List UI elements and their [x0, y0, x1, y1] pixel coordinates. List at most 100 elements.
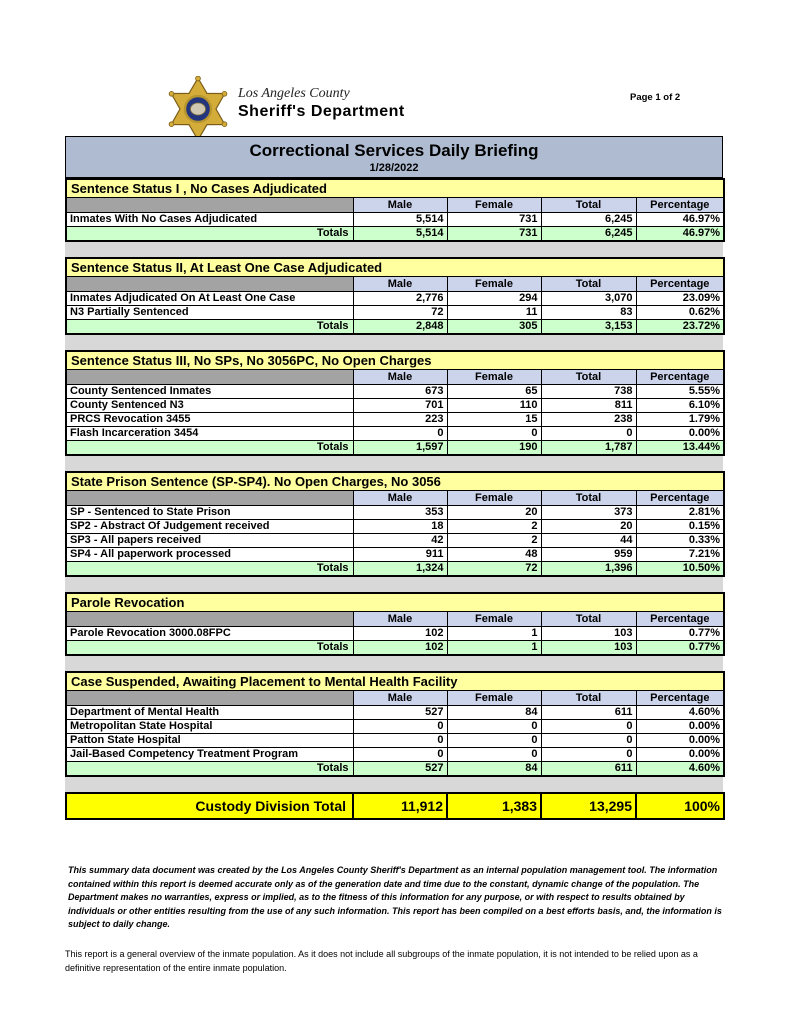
column-header-total: Total: [540, 610, 637, 627]
column-header-row: Male Female Total Percentage: [65, 489, 725, 506]
totals-male: 5,514: [352, 225, 448, 242]
row-label: Inmates Adjudicated On At Least One Case: [65, 290, 354, 306]
cell-total: 103: [540, 625, 637, 641]
table-row: Jail-Based Competency Treatment Program …: [65, 746, 725, 762]
cell-total: 238: [540, 411, 637, 427]
totals-female: 1: [446, 639, 542, 656]
cell-percentage: 0.77%: [635, 625, 725, 641]
cell-male: 223: [352, 411, 448, 427]
section-spacer: [65, 456, 723, 471]
totals-male: 1,324: [352, 560, 448, 577]
row-label: Inmates With No Cases Adjudicated: [65, 211, 354, 227]
section-title: State Prison Sentence (SP-SP4). No Open …: [65, 471, 725, 491]
totals-total: 6,245: [540, 225, 637, 242]
disclaimer-text: This summary data document was created b…: [68, 865, 722, 929]
table-sentence-status-3: Sentence Status III, No SPs, No 3056PC, …: [65, 350, 726, 456]
table-row: SP2 - Abstract Of Judgement received 18 …: [65, 518, 725, 534]
cell-percentage: 1.79%: [635, 411, 725, 427]
cell-percentage: 23.09%: [635, 290, 725, 306]
cell-total: 6,245: [540, 211, 637, 227]
totals-male: 102: [352, 639, 448, 656]
cell-percentage: 4.60%: [635, 704, 725, 720]
sheriff-star-icon: [166, 75, 230, 143]
cell-total: 0: [540, 746, 637, 762]
section-spacer: [65, 242, 723, 257]
cell-female: 20: [446, 504, 542, 520]
table-parole-revocation: Parole Revocation Male Female Total Perc…: [65, 592, 726, 656]
cell-female: 0: [446, 746, 542, 762]
table-row: Inmates Adjudicated On At Least One Case…: [65, 290, 725, 306]
grand-total-label: Custody Division Total: [65, 792, 354, 820]
section-spacer: [65, 656, 723, 671]
table-row: SP4 - All paperwork processed 911 48 959…: [65, 546, 725, 562]
column-header-female: Female: [446, 489, 542, 506]
column-header-male: Male: [352, 489, 448, 506]
column-header-spacer: [65, 275, 354, 292]
column-header-spacer: [65, 196, 354, 213]
cell-total: 44: [540, 532, 637, 548]
cell-total: 611: [540, 704, 637, 720]
table-row: County Sentenced N3 701 110 811 6.10%: [65, 397, 725, 413]
cell-total: 20: [540, 518, 637, 534]
grand-total-total: 13,295: [540, 792, 637, 820]
column-header-row: Male Female Total Percentage: [65, 689, 725, 706]
totals-percentage: 10.50%: [635, 560, 725, 577]
column-header-percentage: Percentage: [635, 368, 725, 385]
totals-female: 72: [446, 560, 542, 577]
column-header-female: Female: [446, 368, 542, 385]
overview-note-text: This report is a general overview of the…: [65, 949, 698, 973]
custody-division-total-row: Custody Division Total 11,912 1,383 13,2…: [65, 792, 725, 820]
totals-row: Totals 1,597 190 1,787 13.44%: [65, 439, 725, 456]
cell-male: 42: [352, 532, 448, 548]
table-row: N3 Partially Sentenced 72 11 83 0.62%: [65, 304, 725, 320]
table-row: Parole Revocation 3000.08FPC 102 1 103 0…: [65, 625, 725, 641]
cell-male: 911: [352, 546, 448, 562]
report-date: 1/28/2022: [369, 162, 419, 174]
grand-total-female: 1,383: [446, 792, 542, 820]
page-indicator: Page 1 of 2: [630, 92, 681, 103]
grand-total-percentage: 100%: [635, 792, 725, 820]
column-header-female: Female: [446, 610, 542, 627]
cell-percentage: 2.81%: [635, 504, 725, 520]
totals-label: Totals: [65, 318, 354, 335]
totals-row: Totals 1,324 72 1,396 10.50%: [65, 560, 725, 577]
cell-percentage: 0.00%: [635, 718, 725, 734]
totals-label: Totals: [65, 639, 354, 656]
totals-row: Totals 102 1 103 0.77%: [65, 639, 725, 656]
column-header-percentage: Percentage: [635, 275, 725, 292]
cell-female: 15: [446, 411, 542, 427]
table-row: Flash Incarceration 3454 0 0 0 0.00%: [65, 425, 725, 441]
cell-female: 11: [446, 304, 542, 320]
row-label: Metropolitan State Hospital: [65, 718, 354, 734]
column-header-female: Female: [446, 275, 542, 292]
totals-row: Totals 5,514 731 6,245 46.97%: [65, 225, 725, 242]
cell-percentage: 0.00%: [635, 746, 725, 762]
report-title-bar: Correctional Services Daily Briefing 1/2…: [65, 136, 723, 178]
totals-percentage: 23.72%: [635, 318, 725, 335]
column-header-female: Female: [446, 196, 542, 213]
column-header-male: Male: [352, 196, 448, 213]
column-header-row: Male Female Total Percentage: [65, 275, 725, 292]
table-row: SP - Sentenced to State Prison 353 20 37…: [65, 504, 725, 520]
cell-male: 353: [352, 504, 448, 520]
column-header-spacer: [65, 489, 354, 506]
column-header-total: Total: [540, 196, 637, 213]
section-title: Case Suspended, Awaiting Placement to Me…: [65, 671, 725, 691]
cell-percentage: 5.55%: [635, 383, 725, 399]
totals-percentage: 46.97%: [635, 225, 725, 242]
cell-total: 373: [540, 504, 637, 520]
column-header-percentage: Percentage: [635, 689, 725, 706]
row-label: Patton State Hospital: [65, 732, 354, 748]
cell-male: 2,776: [352, 290, 448, 306]
totals-female: 84: [446, 760, 542, 777]
totals-percentage: 4.60%: [635, 760, 725, 777]
cell-female: 84: [446, 704, 542, 720]
column-header-male: Male: [352, 275, 448, 292]
grand-total-male: 11,912: [352, 792, 448, 820]
cell-percentage: 46.97%: [635, 211, 725, 227]
cell-female: 0: [446, 732, 542, 748]
totals-male: 1,597: [352, 439, 448, 456]
agency-name: Los Angeles County Sheriff's Department: [238, 86, 405, 121]
column-header-spacer: [65, 368, 354, 385]
